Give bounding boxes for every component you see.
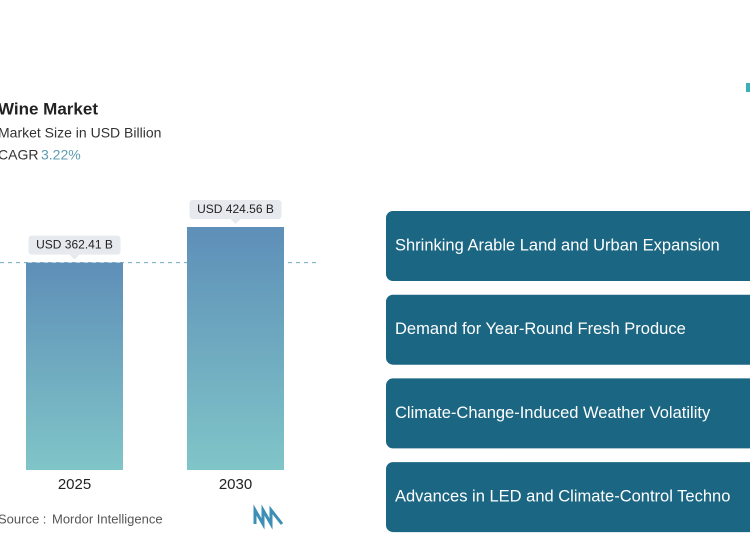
x-tick-label: 2030 (219, 476, 252, 493)
value-label-pointer (69, 254, 80, 260)
bar (187, 227, 284, 470)
factor-list: Shrinking Arable Land and Urban Expansio… (386, 211, 750, 533)
factor-text: Shrinking Arable Land and Urban Expansio… (395, 236, 720, 254)
cagr-value: 3.22% (41, 147, 81, 163)
factor-box (386, 211, 750, 281)
chart: USD 362.41 B 2025 USD 424.56 B 2030 (0, 200, 320, 493)
factor-text: Demand for Year-Round Fresh Produce (395, 320, 686, 338)
factor-box (386, 378, 750, 449)
chart-title: Wine Market (0, 99, 98, 118)
logo (253, 504, 284, 530)
value-label-box (189, 200, 282, 219)
factor-box (386, 294, 750, 365)
bar (26, 262, 123, 470)
cagr-label: CAGR (0, 147, 38, 163)
chart-subtitle: Market Size in USD Billion (0, 125, 161, 141)
x-tick-label: 2025 (58, 476, 91, 493)
logo-fragment (746, 83, 750, 92)
value-label-box (28, 235, 121, 255)
factor-text: Advances in LED and Climate-Control Tech… (395, 487, 730, 505)
factor-box (386, 462, 750, 533)
value-label: USD 424.56 B (197, 202, 274, 216)
source-label: Source : (0, 511, 46, 526)
source: Mordor Intelligence (52, 511, 163, 526)
value-label-pointer (230, 219, 241, 224)
factor-text: Climate-Change-Induced Weather Volatilit… (395, 404, 711, 422)
value-label: USD 362.41 B (36, 238, 113, 252)
